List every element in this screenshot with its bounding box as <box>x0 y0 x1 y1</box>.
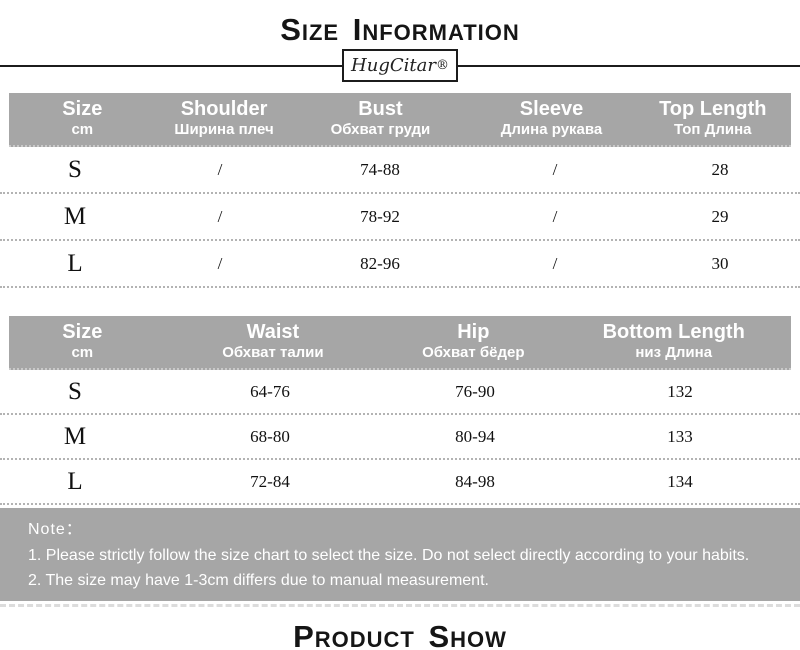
table-row-s: S / 74-88 / 28 <box>0 147 800 194</box>
bottom-length-value: 132 <box>667 381 693 401</box>
brand-logo: HugCitar ® <box>342 49 458 82</box>
header-cell-waist: Waist Обхват талии <box>222 321 324 361</box>
page-title: Size Information <box>280 12 520 47</box>
hip-value: 80-94 <box>455 426 495 446</box>
top-table-header: Size cm Shoulder Ширина плеч Bust Обхват… <box>9 93 791 147</box>
header-cell-top-length: Top Length Топ Длина <box>659 98 767 138</box>
table-row-m: M / 78-92 / 29 <box>0 194 800 241</box>
table-row-s: S 64-76 76-90 132 <box>0 370 800 415</box>
note-line-1: 1. Please strictly follow the size chart… <box>28 547 750 564</box>
note-title: Note： <box>28 521 83 538</box>
bust-value: 78-92 <box>360 206 400 226</box>
size-label: S <box>68 155 82 183</box>
size-label: M <box>63 202 87 230</box>
size-label: S <box>68 377 82 405</box>
table-row-m: M 68-80 80-94 133 <box>0 415 800 460</box>
sleeve-value: / <box>552 206 558 226</box>
bottom-length-value: 134 <box>667 471 693 491</box>
note-line-2: 2. The size may have 1-3cm differs due t… <box>28 572 489 589</box>
bottom-length-value: 133 <box>667 426 693 446</box>
hip-value: 84-98 <box>455 471 495 491</box>
waist-value: 68-80 <box>250 426 290 446</box>
table-row-l: L / 82-96 / 30 <box>0 241 800 288</box>
sleeve-value: / <box>552 159 558 179</box>
header-cell-shoulder: Shoulder Ширина плеч <box>174 98 274 138</box>
size-label: L <box>67 467 83 495</box>
top-length-value: 28 <box>711 159 729 179</box>
shoulder-value: / <box>217 159 223 179</box>
bottom-table-header: Size cm Waist Обхват талии Hip Обхват бё… <box>9 316 791 370</box>
shoulder-value: / <box>217 206 223 226</box>
header-cell-hip: Hip Обхват бёдер <box>422 321 525 361</box>
note-block: Note： 1. Please strictly follow the size… <box>0 508 800 601</box>
top-length-value: 29 <box>711 206 729 226</box>
header-cell-size: Size cm <box>62 321 103 361</box>
header-cell-size: Size cm <box>62 98 103 138</box>
table-row-l: L 72-84 84-98 134 <box>0 460 800 505</box>
bust-value: 82-96 <box>360 253 400 273</box>
top-length-value: 30 <box>711 253 729 273</box>
size-label: M <box>63 422 87 450</box>
top-size-table: Size cm Shoulder Ширина плеч Bust Обхват… <box>0 93 800 288</box>
shoulder-value: / <box>217 253 223 273</box>
hip-value: 76-90 <box>455 381 495 401</box>
brand-strip: HugCitar ® <box>0 49 800 85</box>
waist-value: 72-84 <box>250 471 290 491</box>
waist-value: 64-76 <box>250 381 290 401</box>
bust-value: 74-88 <box>360 159 400 179</box>
size-label: L <box>67 249 83 277</box>
header-cell-bust: Bust Обхват груди <box>330 98 431 138</box>
dashed-divider <box>0 604 800 607</box>
brand-name: HugCitar <box>351 55 436 76</box>
header-cell-sleeve: Sleeve Длина рукава <box>500 98 603 138</box>
header-cell-bottom-length: Bottom Length низ Длина <box>602 321 745 361</box>
product-show-title: Product Show <box>293 619 507 650</box>
bottom-size-table: Size cm Waist Обхват талии Hip Обхват бё… <box>0 316 800 505</box>
sleeve-value: / <box>552 253 558 273</box>
